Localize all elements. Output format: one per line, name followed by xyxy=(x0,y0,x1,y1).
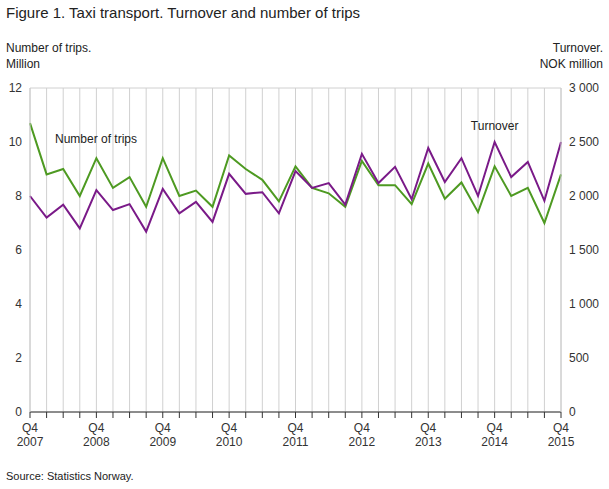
svg-text:500: 500 xyxy=(569,351,589,365)
html-text:Figure 1. Taxi transport. Turn: Figure 1. Taxi transport. Turnover and n… xyxy=(6,4,361,21)
html-text:Turnover.: Turnover. xyxy=(552,41,603,55)
svg-text:12: 12 xyxy=(9,81,23,95)
svg-text:Q42011: Q42011 xyxy=(283,421,309,449)
svg-text:Q42015: Q42015 xyxy=(548,421,575,449)
html-text:Million: Million xyxy=(6,57,40,71)
svg-text:2: 2 xyxy=(15,351,22,365)
svg-text:Q42014: Q42014 xyxy=(481,421,508,449)
svg-text:Number of trips: Number of trips xyxy=(55,132,137,146)
html-text:NOK million: NOK million xyxy=(539,57,603,71)
svg-text:2 500: 2 500 xyxy=(569,135,599,149)
svg-text:3 000: 3 000 xyxy=(569,81,599,95)
svg-text:8: 8 xyxy=(15,189,22,203)
svg-text:0: 0 xyxy=(569,405,576,419)
svg-text:Q42008: Q42008 xyxy=(83,421,110,449)
html-text:Number of trips.: Number of trips. xyxy=(6,41,92,55)
svg-text:0: 0 xyxy=(15,405,22,419)
svg-text:Q42012: Q42012 xyxy=(349,421,376,449)
svg-text:4: 4 xyxy=(15,297,22,311)
svg-text:Q42009: Q42009 xyxy=(149,421,176,449)
svg-text:1 000: 1 000 xyxy=(569,297,599,311)
svg-text:2 000: 2 000 xyxy=(569,189,599,203)
svg-text:Turnover: Turnover xyxy=(471,119,519,133)
svg-text:6: 6 xyxy=(15,243,22,257)
html-text:Source: Statistics Norway.: Source: Statistics Norway. xyxy=(6,470,134,482)
svg-text:Q42010: Q42010 xyxy=(216,421,243,449)
svg-text:Q42013: Q42013 xyxy=(415,421,442,449)
svg-text:1 500: 1 500 xyxy=(569,243,599,257)
svg-text:Q42007: Q42007 xyxy=(17,421,44,449)
svg-text:10: 10 xyxy=(9,135,23,149)
